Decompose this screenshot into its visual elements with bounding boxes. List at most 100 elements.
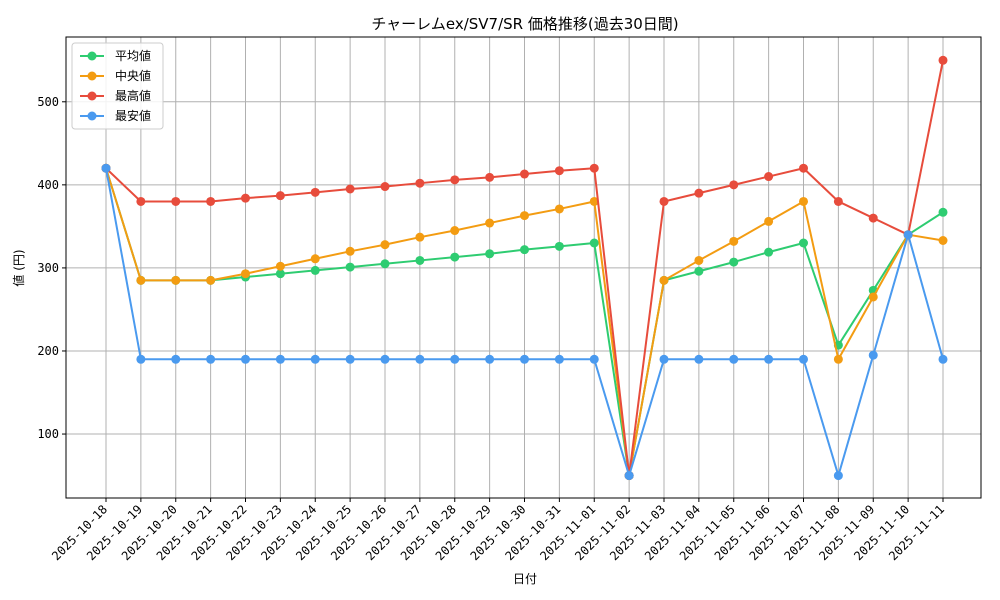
- legend-item: 中央値: [80, 68, 151, 83]
- data-point: [624, 471, 634, 481]
- data-point: [729, 354, 739, 364]
- data-point: [310, 254, 320, 264]
- data-point: [275, 261, 285, 271]
- data-point: [415, 178, 425, 188]
- data-point: [380, 182, 390, 192]
- data-point: [450, 175, 460, 185]
- data-point: [241, 269, 250, 279]
- data-point: [833, 354, 843, 364]
- data-point: [450, 354, 460, 364]
- data-point: [275, 191, 285, 201]
- y-tick-label: 500: [37, 95, 59, 109]
- data-point: [450, 226, 460, 236]
- legend-marker: [87, 51, 97, 61]
- data-point: [868, 292, 878, 302]
- data-point: [938, 354, 948, 364]
- y-axis-ticks: 100 200 300 400 500: [37, 95, 66, 441]
- data-point: [554, 166, 564, 176]
- data-point: [764, 216, 774, 226]
- data-point: [520, 245, 529, 255]
- legend-label: 最安値: [115, 108, 151, 123]
- legend-marker: [87, 111, 97, 121]
- data-point: [206, 354, 216, 364]
- data-point: [520, 211, 529, 221]
- data-point: [485, 218, 495, 228]
- data-point: [729, 180, 739, 190]
- data-point: [903, 230, 913, 240]
- data-point: [589, 196, 599, 206]
- data-point: [275, 269, 285, 279]
- data-point: [310, 354, 320, 364]
- data-point: [380, 259, 390, 269]
- data-point: [485, 249, 495, 259]
- legend-item: 平均値: [80, 48, 151, 63]
- data-point: [694, 266, 704, 276]
- data-point: [694, 354, 704, 364]
- data-point: [345, 246, 355, 256]
- data-point: [589, 238, 599, 248]
- x-axis-ticks: 2025-10-182025-10-192025-10-202025-10-21…: [49, 498, 947, 563]
- series-lines: [101, 55, 948, 481]
- legend-label: 最高値: [115, 88, 151, 103]
- data-point: [136, 196, 146, 206]
- data-point: [101, 163, 111, 173]
- data-point: [136, 275, 146, 285]
- data-point: [554, 354, 564, 364]
- data-point: [241, 193, 250, 203]
- data-point: [659, 196, 669, 206]
- data-point: [729, 236, 739, 246]
- grid: [66, 37, 981, 498]
- data-point: [799, 196, 808, 206]
- legend-label: 平均値: [115, 48, 151, 63]
- data-point: [764, 172, 774, 182]
- data-point: [520, 169, 529, 179]
- series-1: [101, 163, 948, 481]
- data-point: [520, 354, 529, 364]
- data-point: [694, 188, 704, 198]
- data-point: [345, 184, 355, 194]
- data-point: [310, 265, 320, 275]
- y-tick-label: 300: [37, 261, 59, 275]
- data-point: [799, 163, 808, 173]
- data-point: [415, 354, 425, 364]
- data-point: [764, 247, 774, 257]
- data-point: [694, 255, 704, 265]
- data-point: [659, 354, 669, 364]
- legend-box: [71, 42, 164, 130]
- data-point: [554, 241, 564, 251]
- data-point: [799, 354, 808, 364]
- data-point: [485, 354, 495, 364]
- data-point: [206, 196, 216, 206]
- data-point: [171, 275, 181, 285]
- x-axis-label: 日付: [513, 572, 537, 586]
- data-point: [415, 255, 425, 265]
- data-point: [345, 354, 355, 364]
- data-point: [345, 262, 355, 272]
- data-point: [868, 350, 878, 360]
- data-point: [659, 275, 669, 285]
- data-point: [938, 236, 948, 246]
- y-tick-label: 400: [37, 178, 59, 192]
- data-point: [171, 354, 181, 364]
- data-point: [241, 354, 250, 364]
- legend-marker: [87, 71, 97, 81]
- data-point: [485, 172, 495, 182]
- data-point: [206, 275, 216, 285]
- legend-item: 最高値: [80, 88, 151, 103]
- data-point: [275, 354, 285, 364]
- chart-title: チャーレムex/SV7/SR 価格推移(過去30日間): [371, 15, 678, 33]
- data-point: [380, 240, 390, 250]
- data-point: [729, 257, 739, 267]
- y-tick-label: 100: [37, 427, 59, 441]
- legend-label: 中央値: [115, 68, 151, 83]
- series-3: [101, 163, 948, 481]
- data-point: [799, 238, 808, 248]
- legend-marker: [87, 91, 97, 101]
- y-axis-label: 値 (円): [11, 249, 26, 286]
- data-point: [938, 207, 948, 217]
- data-point: [310, 187, 320, 197]
- data-point: [136, 354, 146, 364]
- legend-item: 最安値: [80, 108, 151, 123]
